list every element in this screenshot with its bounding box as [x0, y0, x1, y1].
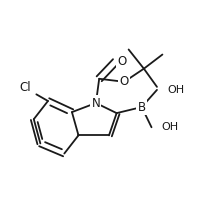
Text: OH: OH	[162, 122, 179, 132]
Text: N: N	[92, 97, 100, 109]
Text: Cl: Cl	[19, 81, 31, 94]
Text: B: B	[138, 101, 146, 114]
Text: O: O	[117, 55, 126, 68]
Text: O: O	[120, 75, 129, 88]
Text: OH: OH	[167, 85, 184, 95]
